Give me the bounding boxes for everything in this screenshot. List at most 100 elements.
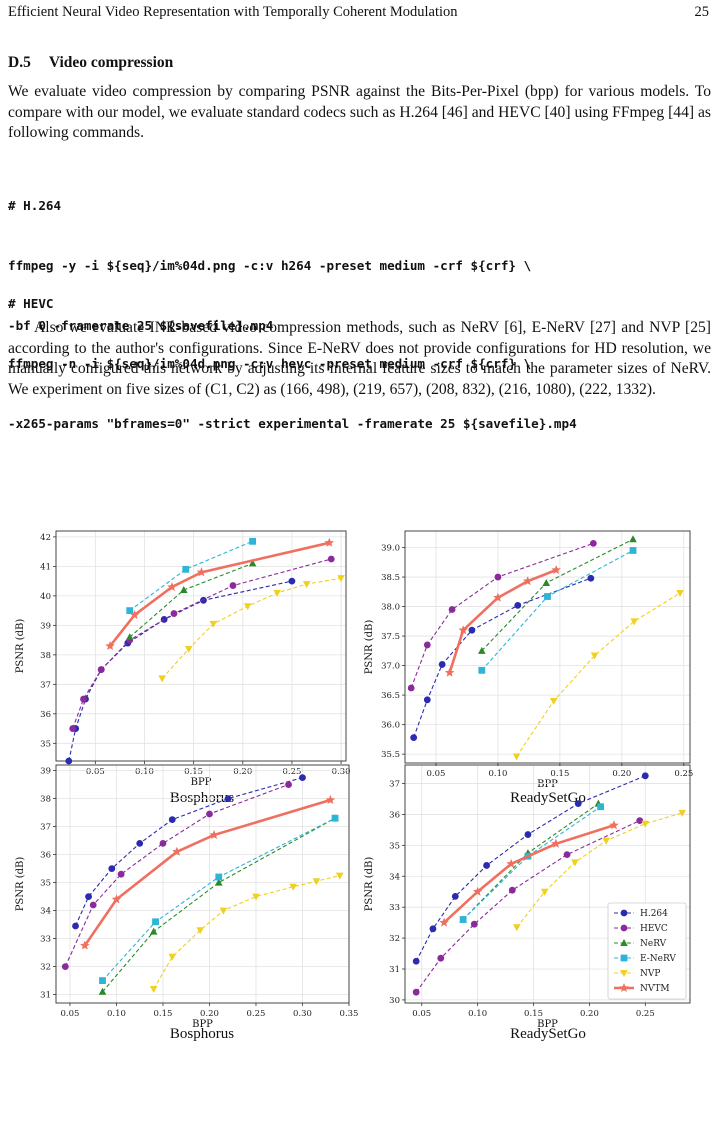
x-tick-label: 0.15: [550, 769, 569, 779]
data-point: [80, 940, 90, 950]
y-tick-label: 30: [389, 996, 400, 1006]
code-line: # HEVC: [8, 296, 54, 311]
y-tick-label: 39.0: [381, 544, 400, 554]
series-nerv: [459, 799, 603, 923]
data-point: [89, 901, 97, 909]
series-line: [462, 806, 601, 920]
data-point: [629, 535, 637, 543]
x-tick-label: 0.05: [427, 769, 446, 779]
data-point: [636, 817, 644, 825]
y-tick-label: 37: [389, 780, 400, 790]
data-point: [152, 918, 159, 926]
plot-frame: [55, 530, 347, 762]
data-point: [288, 577, 296, 585]
data-point: [214, 878, 223, 886]
results-figure: 0.05 0.10 0.15 0.20 0.25 0.30 35 36 37 38 39 40 41 42…: [15, 530, 693, 1042]
data-point: [470, 920, 478, 928]
legend-label: NeRV: [640, 939, 667, 949]
y-tick-label: 38.0: [381, 603, 400, 613]
x-tick-label: 0.15: [153, 1009, 172, 1019]
x-tick-label: 0.25: [674, 769, 693, 779]
plot-frame: [404, 530, 691, 764]
data-point: [168, 816, 176, 823]
data-point: [540, 888, 549, 896]
data-point: [209, 830, 219, 839]
chart-caption: Bosphorus: [170, 1026, 234, 1042]
series-hevc: [407, 539, 597, 692]
data-point: [641, 820, 650, 828]
y-tick-label: 33: [40, 935, 51, 945]
x-axis-label: BPP: [537, 1019, 558, 1030]
data-point: [325, 795, 336, 804]
data-point: [597, 803, 604, 811]
chart-caption: Bosphorus: [170, 790, 234, 806]
x-tick-label: 0.30: [293, 1009, 312, 1019]
data-point: [493, 592, 503, 602]
legend-label: NVTM: [640, 984, 670, 994]
data-point: [587, 574, 595, 582]
code-line: ffmpeg -n -i ${seq}/im%04d.png -c:v hevc…: [8, 356, 532, 371]
data-point: [468, 626, 476, 634]
data-point: [544, 593, 551, 600]
chart-panel: 0.05 0.10 0.15 0.20 0.25 30 31 32 33 34 35 36 37 BPP P…: [364, 764, 691, 1030]
y-axis-label: PSNR (dB): [15, 619, 26, 674]
y-tick-label: 35: [389, 841, 400, 851]
series-line: [102, 817, 336, 993]
series-h-264: [72, 774, 306, 930]
data-point: [65, 757, 73, 765]
data-point: [437, 954, 445, 962]
series-hevc: [61, 781, 292, 970]
data-point: [302, 581, 311, 589]
data-point: [248, 559, 257, 567]
data-point: [327, 555, 335, 563]
y-tick-label: 41: [40, 562, 51, 572]
legend-marker: [620, 924, 628, 932]
x-tick-label: 0.10: [468, 1009, 487, 1019]
data-point: [196, 927, 204, 935]
data-point: [229, 582, 237, 589]
series-nvtm: [80, 795, 336, 950]
data-point: [170, 610, 178, 617]
series-nvtm: [439, 820, 619, 927]
data-point: [423, 696, 431, 704]
data-point: [196, 567, 207, 577]
data-point: [158, 675, 166, 683]
data-point: [252, 893, 260, 901]
series-e-nerv: [99, 814, 339, 984]
data-point: [448, 606, 456, 613]
code-line: # H.264: [8, 198, 62, 213]
data-point: [149, 986, 158, 993]
code-line: -x265-params "bframes=0" -strict experim…: [8, 416, 577, 431]
y-tick-label: 36.5: [381, 691, 400, 701]
series-nvp: [158, 575, 345, 683]
y-axis-label: PSNR (dB): [15, 857, 26, 912]
y-tick-label: 40: [40, 592, 51, 602]
x-axis-label: BPP: [192, 1019, 213, 1030]
chart-panel: 0.05 0.10 0.15 0.20 0.25 0.30 35 36 37 38 39 40 41 42…: [15, 530, 351, 788]
legend-marker: [620, 954, 628, 962]
code-block-hevc: # HEVC ffmpeg -n -i ${seq}/im%04d.png -c…: [8, 254, 577, 454]
x-tick-label: 0.20: [580, 1009, 599, 1019]
y-tick-label: 35: [40, 739, 51, 749]
y-axis-label: PSNR (dB): [364, 857, 375, 912]
series-e-nerv: [478, 547, 637, 674]
page-number: 25: [694, 4, 710, 20]
x-tick-label: 0.10: [107, 1009, 126, 1019]
series-e-nerv: [459, 803, 604, 923]
data-point: [182, 565, 190, 573]
series-line: [443, 824, 615, 924]
y-tick-label: 38: [40, 795, 51, 805]
data-point: [200, 596, 207, 604]
y-tick-label: 31: [40, 991, 51, 1001]
data-point: [458, 625, 468, 635]
plot-frame: [404, 764, 691, 1004]
data-point: [105, 641, 115, 650]
data-point: [676, 589, 684, 597]
data-point: [574, 800, 582, 808]
data-point: [412, 957, 420, 965]
data-point: [136, 840, 144, 847]
legend-label: NVP: [640, 969, 660, 979]
data-point: [641, 772, 649, 780]
data-point: [512, 924, 521, 932]
data-point: [459, 916, 467, 923]
